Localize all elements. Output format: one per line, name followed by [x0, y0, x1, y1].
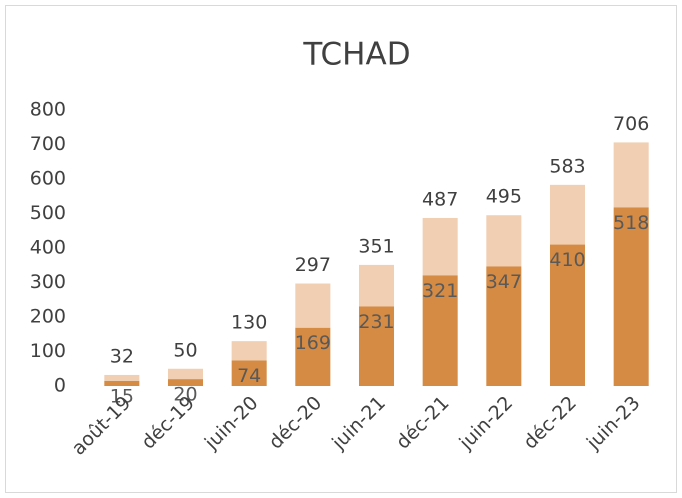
- bar-segment: [422, 217, 458, 276]
- y-tick-label: 100: [30, 340, 66, 362]
- bar-segment: [358, 264, 395, 307]
- bar-segment: [231, 360, 267, 386]
- y-tick-label: 600: [30, 168, 66, 190]
- bar-segment: [358, 306, 395, 386]
- data-label: 321: [422, 280, 458, 302]
- total-label: 297: [295, 254, 331, 276]
- data-label: 231: [358, 311, 394, 333]
- y-tick-label: 700: [30, 133, 66, 155]
- bar-segment: [549, 184, 586, 245]
- bar-segment: [104, 374, 140, 381]
- data-label: 74: [237, 365, 261, 387]
- bar-segment: [231, 341, 267, 361]
- y-tick-label: 400: [30, 237, 66, 259]
- total-label: 583: [549, 155, 585, 177]
- data-label: 347: [486, 271, 522, 293]
- bar-segment: [422, 275, 458, 386]
- total-label: 130: [231, 312, 267, 334]
- y-tick-label: 200: [30, 306, 66, 328]
- bar-segment: [613, 142, 649, 208]
- bar-segment: [167, 379, 204, 386]
- data-label: 169: [295, 332, 331, 354]
- total-label: 50: [173, 339, 197, 361]
- y-tick-label: 300: [30, 271, 66, 293]
- data-label: 410: [549, 249, 585, 271]
- total-label: 495: [486, 186, 522, 208]
- y-tick-label: 0: [54, 375, 66, 397]
- bar-segment: [613, 207, 649, 386]
- data-label: 20: [173, 384, 197, 406]
- bar-segment: [486, 215, 522, 267]
- total-label: 706: [613, 113, 649, 135]
- bar-segment: [486, 266, 522, 386]
- bar-segment: [549, 244, 586, 386]
- data-label: 15: [110, 385, 134, 407]
- bar-segment: [295, 283, 331, 328]
- y-tick-label: 800: [30, 99, 66, 121]
- total-label: 32: [110, 345, 134, 367]
- bar-segment: [295, 327, 331, 386]
- total-label: 487: [422, 188, 458, 210]
- total-label: 351: [358, 235, 394, 257]
- data-label: 518: [613, 212, 649, 234]
- y-tick-label: 500: [30, 202, 66, 224]
- bar-segment: [104, 380, 140, 386]
- chart-title: TCHAD: [302, 37, 410, 73]
- bar-segment: [167, 368, 204, 380]
